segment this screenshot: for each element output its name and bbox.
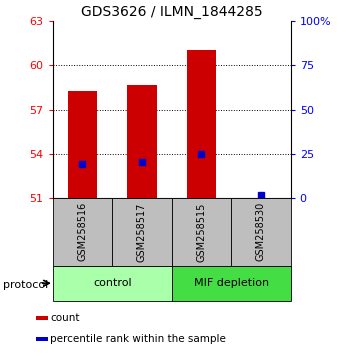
Text: GSM258517: GSM258517 <box>137 202 147 262</box>
Text: GSM258515: GSM258515 <box>197 202 206 262</box>
Text: MIF depletion: MIF depletion <box>194 278 269 288</box>
Text: GSM258516: GSM258516 <box>78 202 87 262</box>
Title: GDS3626 / ILMN_1844285: GDS3626 / ILMN_1844285 <box>81 5 262 19</box>
Text: protocol: protocol <box>3 280 49 290</box>
Bar <box>172 266 291 301</box>
Bar <box>127 85 157 198</box>
Text: count: count <box>50 313 80 323</box>
Bar <box>187 50 216 198</box>
Text: control: control <box>93 278 132 288</box>
Bar <box>112 198 172 266</box>
Bar <box>36 316 48 320</box>
Bar <box>231 198 291 266</box>
Bar <box>53 266 172 301</box>
Text: percentile rank within the sample: percentile rank within the sample <box>50 334 226 344</box>
Text: GSM258530: GSM258530 <box>256 202 266 262</box>
Bar <box>68 91 97 198</box>
Bar <box>53 198 112 266</box>
Bar <box>172 198 231 266</box>
Bar <box>36 337 48 341</box>
